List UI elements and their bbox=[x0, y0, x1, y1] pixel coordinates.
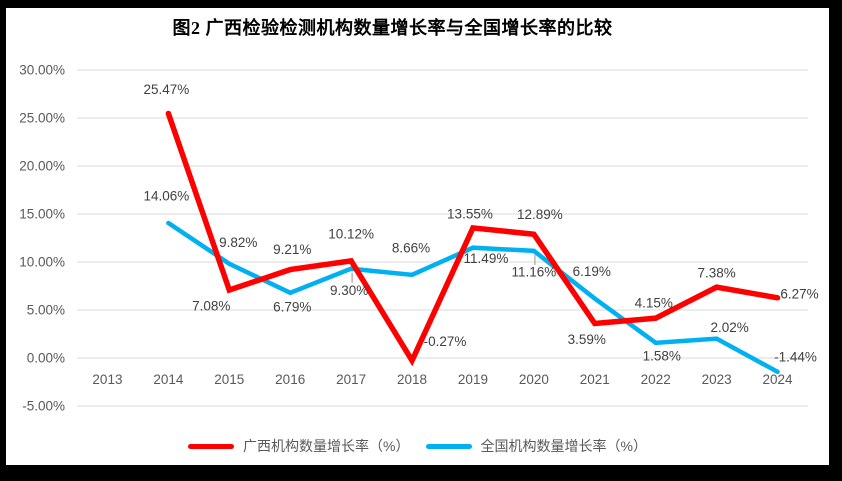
data-label: 7.08% bbox=[192, 299, 230, 314]
legend-item-guangxi: 广西机构数量增长率（%） bbox=[188, 436, 410, 456]
data-label: 6.27% bbox=[780, 286, 818, 301]
data-label: 11.49% bbox=[464, 251, 509, 266]
data-label: 7.38% bbox=[697, 266, 735, 281]
y-tick-label: 20.00% bbox=[19, 159, 65, 174]
x-tick-label: 2021 bbox=[580, 372, 610, 387]
y-tick-label: 0.00% bbox=[27, 351, 65, 366]
data-label: 6.19% bbox=[573, 264, 611, 279]
y-tick-label: -5.00% bbox=[22, 399, 65, 414]
x-tick-label: 2015 bbox=[214, 372, 244, 387]
chart-title: 图2 广西检验检测机构数量增长率与全国增长率的比较 bbox=[172, 18, 613, 38]
series-line-guangxi bbox=[165, 110, 781, 367]
data-label: 2.02% bbox=[710, 320, 748, 335]
plot-canvas: 30.00% 25.00% 20.00% 15.00% 10.00% 5.00% 0.00%… bbox=[19, 63, 818, 414]
y-tick-label: 30.00% bbox=[19, 63, 65, 78]
y-tick-label: 10.00% bbox=[19, 255, 65, 270]
data-label: 25.47% bbox=[143, 82, 189, 97]
legend-item-national: 全国机构数量增长率（%） bbox=[425, 436, 647, 456]
data-label: 13.55% bbox=[447, 206, 493, 221]
x-tick-label: 2018 bbox=[397, 372, 427, 387]
data-label: 8.66% bbox=[392, 240, 430, 255]
legend-line-icon-guangxi bbox=[188, 443, 235, 449]
x-tick-label: 2016 bbox=[275, 372, 305, 387]
data-label: 9.21% bbox=[273, 242, 311, 257]
legend-line-icon-national bbox=[425, 443, 472, 449]
data-label: -0.27% bbox=[424, 334, 467, 349]
x-tick-label: 2014 bbox=[153, 372, 184, 387]
x-tick-label: 2013 bbox=[92, 372, 122, 387]
x-tick-label: 2020 bbox=[519, 372, 549, 387]
x-tick-label: 2024 bbox=[763, 372, 794, 387]
legend: 广西机构数量增长率（%） 全国机构数量增长率（%） bbox=[6, 436, 829, 456]
data-label: 1.58% bbox=[643, 348, 681, 363]
x-tick-label: 2023 bbox=[702, 372, 732, 387]
data-label: 11.16% bbox=[511, 264, 556, 279]
data-label: 6.79% bbox=[273, 299, 311, 314]
data-label: 9.82% bbox=[219, 235, 257, 250]
data-label: 3.59% bbox=[568, 332, 606, 347]
y-tick-label: 5.00% bbox=[27, 303, 65, 318]
x-tick-label: 2022 bbox=[641, 372, 671, 387]
legend-label-guangxi: 广西机构数量增长率（%） bbox=[243, 438, 410, 454]
y-tick-label: 25.00% bbox=[19, 111, 65, 126]
y-tick-label: 15.00% bbox=[19, 207, 65, 222]
series-line-national bbox=[166, 220, 780, 375]
data-label: -1.44% bbox=[774, 349, 817, 364]
data-label: 9.30% bbox=[330, 283, 368, 298]
data-label: 14.06% bbox=[143, 189, 189, 204]
data-label: 12.89% bbox=[517, 207, 563, 222]
chart-area: 图2 广西检验检测机构数量增长率与全国增长率的比较 30.00% 25.00% 20… bbox=[6, 8, 829, 465]
data-label: 10.12% bbox=[328, 226, 374, 241]
data-label: 4.15% bbox=[635, 296, 673, 311]
x-tick-label: 2019 bbox=[458, 372, 488, 387]
x-tick-label: 2017 bbox=[336, 372, 366, 387]
legend-label-national: 全国机构数量增长率（%） bbox=[480, 438, 647, 454]
